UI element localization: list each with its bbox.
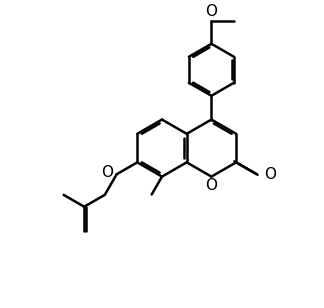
Text: O: O (101, 165, 113, 180)
Text: O: O (205, 178, 217, 193)
Text: O: O (205, 4, 217, 19)
Text: O: O (264, 167, 276, 182)
